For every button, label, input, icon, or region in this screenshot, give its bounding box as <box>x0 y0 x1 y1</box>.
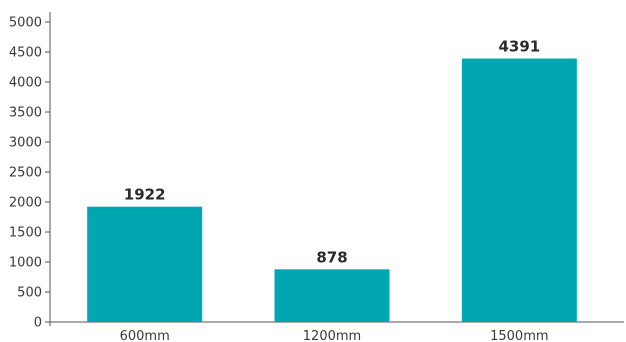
y-tick-label: 4000 <box>9 76 42 91</box>
y-tick-label: 500 <box>17 286 42 301</box>
y-tick-label: 3500 <box>9 106 42 121</box>
y-tick-label: 2500 <box>9 166 42 181</box>
y-tick-label: 4500 <box>9 46 42 61</box>
data-labels: 1922 878 4391 <box>124 38 540 267</box>
y-axis: 0 500 1000 1500 2000 2500 3000 3500 4000 4500 5000 <box>9 12 51 331</box>
bar-value-label: 4391 <box>498 38 540 56</box>
bar-value-label: 1922 <box>124 186 166 204</box>
x-axis: 600mm 1200mm 1500mm <box>50 321 624 342</box>
bar <box>461 58 577 322</box>
bar <box>87 206 203 322</box>
bar <box>274 269 390 322</box>
bars <box>87 58 577 322</box>
y-tick-label: 5000 <box>9 16 42 31</box>
y-tick-label: 2000 <box>9 196 42 211</box>
y-tick-label: 0 <box>34 316 42 331</box>
x-category-label: 1500mm <box>490 329 548 342</box>
y-tick-label: 3000 <box>9 136 42 151</box>
y-tick-label: 1500 <box>9 226 42 241</box>
x-category-label: 600mm <box>120 329 170 342</box>
x-category-label: 1200mm <box>303 329 361 342</box>
bar-value-label: 878 <box>316 248 347 266</box>
y-tick-label: 1000 <box>9 256 42 271</box>
